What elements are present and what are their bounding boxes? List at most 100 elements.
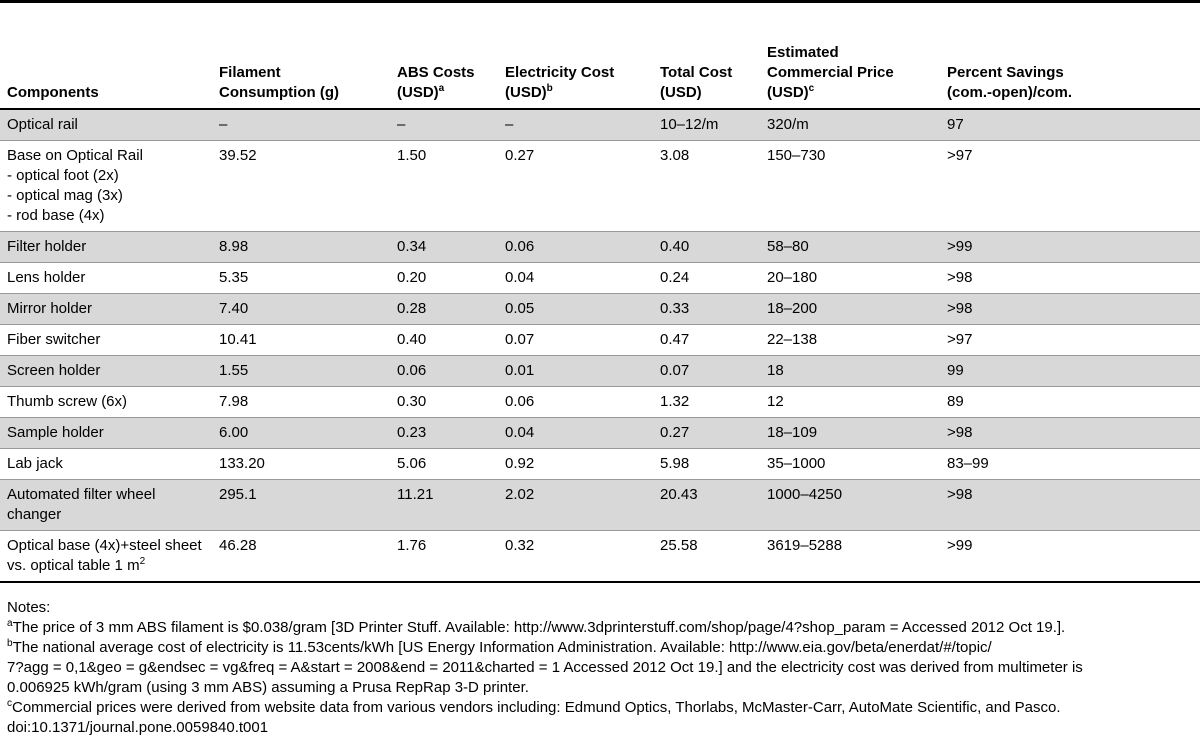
header-electricity-cost: Electricity Cost (USD)b (498, 38, 653, 110)
cell-component: Filter holder (0, 231, 212, 263)
table-row: Lab jack 133.20 5.06 0.92 5.98 35–1000 83–99 (0, 448, 1200, 480)
cell-savings: 83–99 (940, 448, 1200, 480)
cell-abs: 1.50 (390, 140, 498, 232)
notes-title: Notes: (7, 599, 51, 616)
table-row: Automated filter wheel changer 295.1 11.21 2… (0, 479, 1200, 531)
table-row: Sample holder 6.00 0.23 0.04 0.27 18–109 >98 (0, 417, 1200, 449)
cell-total: 0.07 (653, 355, 760, 387)
table-notes: Notes: aThe price of 3 mm ABS filament i… (7, 598, 1197, 738)
cell-abs: 11.21 (390, 479, 498, 531)
cell-commercial: 58–80 (760, 231, 940, 263)
table-row: Base on Optical Rail - optical foot (2x) -… (0, 140, 1200, 232)
cell-filament: 10.41 (212, 324, 390, 356)
cell-component: Optical base (4x)+steel sheet vs. optical… (0, 530, 212, 583)
header-commercial-price: Estimated Commercial Price (USD)c (760, 38, 940, 110)
cell-filament: 295.1 (212, 479, 390, 531)
cell-filament: 39.52 (212, 140, 390, 232)
cell-total: 20.43 (653, 479, 760, 531)
cell-commercial: 150–730 (760, 140, 940, 232)
cell-savings: >98 (940, 417, 1200, 449)
header-total-cost: Total Cost (USD) (653, 38, 760, 110)
cell-component: Screen holder (0, 355, 212, 387)
cell-savings: 99 (940, 355, 1200, 387)
header-filament: Filament Consumption (g) (212, 38, 390, 110)
cell-total: 3.08 (653, 140, 760, 232)
header-abs-costs: ABS Costs (USD)a (390, 38, 498, 110)
cell-electricity: 0.27 (498, 140, 653, 232)
cell-filament: 1.55 (212, 355, 390, 387)
cell-savings: >99 (940, 530, 1200, 583)
table-body: Optical rail – – –10–12/m 320/m 97 Base on Opt… (0, 109, 1200, 583)
cell-filament: 46.28 (212, 530, 390, 583)
cell-filament: 8.98 (212, 231, 390, 263)
cell-component: Base on Optical Rail - optical foot (2x) -… (0, 140, 212, 232)
doi: doi:10.1371/journal.pone.0059840.t001 (7, 719, 269, 736)
cell-filament: 6.00 (212, 417, 390, 449)
cell-electricity: 0.32 (498, 530, 653, 583)
cell-total: 1.32 (653, 386, 760, 418)
cost-comparison-table: Components Filament Consumption (g) ABS … (0, 38, 1200, 583)
cell-savings: 97 (940, 109, 1200, 141)
cell-total: 0.47 (653, 324, 760, 356)
table-header: Components Filament Consumption (g) ABS … (0, 38, 1200, 110)
note-a: aThe price of 3 mm ABS filament is $0.03… (7, 618, 1066, 637)
cell-electricity: 0.01 (498, 355, 653, 387)
header-percent-savings: Percent Savings (com.-open)/com. (940, 38, 1200, 110)
cell-total: 25.58 (653, 530, 760, 583)
cell-component: Sample holder (0, 417, 212, 449)
cell-commercial: 18–109 (760, 417, 940, 449)
note-b: bThe national average cost of electricit… (7, 638, 992, 657)
cell-abs: 0.06 (390, 355, 498, 387)
note-c: cCommercial prices were derived from web… (7, 698, 1061, 717)
cell-abs: 0.23 (390, 417, 498, 449)
cell-savings: >99 (940, 231, 1200, 263)
cell-commercial: 320/m (760, 109, 940, 141)
cell-electricity: 0.92 (498, 448, 653, 480)
cell-abs: 0.28 (390, 293, 498, 325)
table-row: Filter holder 8.98 0.34 0.06 0.40 58–80 >99 (0, 231, 1200, 263)
cell-savings: >98 (940, 262, 1200, 294)
cell-filament: 133.20 (212, 448, 390, 480)
cell-component: Lab jack (0, 448, 212, 480)
cell-savings: >98 (940, 293, 1200, 325)
cell-total: 0.33 (653, 293, 760, 325)
cell-savings: >98 (940, 479, 1200, 531)
cell-abs: 5.06 (390, 448, 498, 480)
cell-electricity: 0.04 (498, 417, 653, 449)
table-row: Optical rail – – –10–12/m 320/m 97 (0, 109, 1200, 141)
cell-total: 0.40 (653, 231, 760, 263)
cell-abs: – (390, 109, 498, 141)
cell-electricity: 0.04 (498, 262, 653, 294)
cell-savings: >97 (940, 140, 1200, 232)
cell-electricity: 0.07 (498, 324, 653, 356)
cell-savings: 89 (940, 386, 1200, 418)
cell-total: 0.24 (653, 262, 760, 294)
table-row: Optical base (4x)+steel sheet vs. optical… (0, 530, 1200, 583)
cell-component: Mirror holder (0, 293, 212, 325)
note-b-line3: 0.006925 kWh/gram (using 3 mm ABS) assum… (7, 679, 529, 696)
cell-electricity: 0.05 (498, 293, 653, 325)
cell-electricity: 0.06 (498, 231, 653, 263)
table-row: Thumb screw (6x) 7.98 0.30 0.06 1.32 12 89 (0, 386, 1200, 418)
cell-component: Automated filter wheel changer (0, 479, 212, 531)
cell-filament: 7.40 (212, 293, 390, 325)
cell-abs: 0.34 (390, 231, 498, 263)
cell-filament: 7.98 (212, 386, 390, 418)
cell-commercial: 22–138 (760, 324, 940, 356)
table-row: Screen holder 1.55 0.06 0.01 0.07 18 99 (0, 355, 1200, 387)
table-row: Lens holder 5.35 0.20 0.04 0.24 20–180 >98 (0, 262, 1200, 294)
cell-filament: – (212, 109, 390, 141)
cell-total: 5.98 (653, 448, 760, 480)
cell-commercial: 18–200 (760, 293, 940, 325)
cell-commercial: 20–180 (760, 262, 940, 294)
cell-electricity: – (498, 109, 653, 141)
cell-electricity: 2.02 (498, 479, 653, 531)
cell-component: Optical rail (0, 109, 212, 141)
cell-total: 10–12/m (653, 109, 760, 141)
header-components: Components (0, 38, 212, 110)
cell-commercial: 35–1000 (760, 448, 940, 480)
cell-abs: 0.20 (390, 262, 498, 294)
cell-total: 0.27 (653, 417, 760, 449)
top-rule (0, 0, 1200, 3)
